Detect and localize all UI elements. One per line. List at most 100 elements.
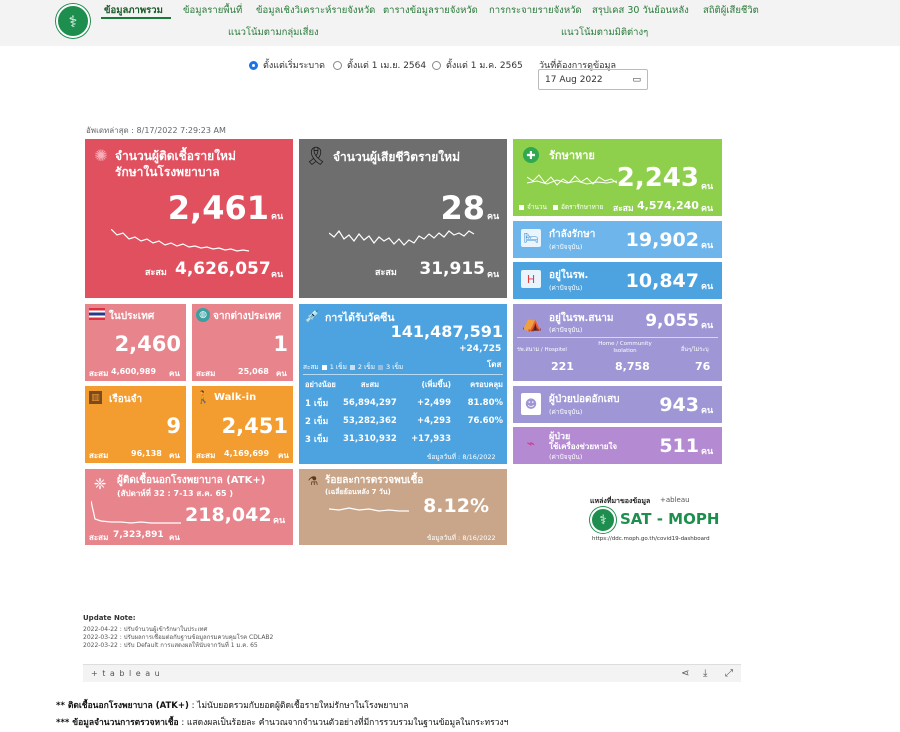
in-hospital-sub: (ค่าปัจจุบัน) — [549, 284, 583, 292]
radio-label: ตั้งแต่ 1 เม.ย. 2564 — [347, 61, 427, 71]
footer-note-atk: ** ติดเชื้อนอกโรงพยาบาล (ATK+) : ไม่นับย… — [56, 698, 409, 712]
source-url[interactable]: https://ddc.moph.go.th/covid19-dashboard — [592, 536, 710, 542]
prison-acc-label: สะสม — [89, 451, 109, 460]
tab-risk-trend[interactable]: แนวโน้มตามกลุ่มเสี่ยง — [228, 27, 319, 38]
field-hospital-unit: คน — [701, 321, 714, 331]
tab-30days[interactable]: สรุปเคส 30 วันย้อนหลัง — [592, 5, 689, 16]
date-input[interactable]: 17 Aug 2022 ▭ — [538, 69, 648, 90]
radio-since-apr64[interactable]: ตั้งแต่ 1 เม.ย. 2564 — [333, 58, 426, 72]
legend-dose1: 1 เข็ม — [329, 363, 347, 371]
walkin-title: Walk-in — [214, 392, 257, 403]
vaccine-as-of: ข้อมูลวันที่ : 8/16/2022 — [427, 453, 496, 461]
atk-week: (สัปดาห์ที่ 32 : 7-13 ส.ค. 65 ) — [117, 489, 234, 498]
dose-coverage: 81.80% — [467, 398, 503, 408]
tile-abroad[interactable]: ◍ จากต่างประเทศ 1 สะสม 25,068 คน — [192, 304, 293, 381]
col-header: สะสม — [360, 380, 380, 389]
ribbon-icon: 🎗 — [304, 145, 328, 167]
syringe-icon: 💉 — [304, 308, 322, 324]
atk-acc-unit: คน — [169, 533, 180, 542]
tab-deaths[interactable]: สถิติผู้เสียชีวิต — [703, 5, 759, 16]
tableau-toolbar: + t a b l e a u ⋖ ⤓ ⤢ — [83, 664, 741, 682]
lab-icon: ⚗ — [307, 474, 319, 488]
domestic-value: 2,460 — [114, 332, 181, 356]
vaccine-delta: +24,725 — [459, 344, 502, 354]
field-col1-label: รพ.สนาม / Hospitel — [517, 347, 567, 353]
pneumonia-sub: (ค่าปัจจุบัน) — [549, 408, 583, 416]
new-cases-subtitle: รักษาในโรงพยาบาล — [115, 165, 220, 179]
dose-delta: +17,933 — [411, 434, 451, 444]
vaccine-total: 141,487,591 — [390, 322, 503, 341]
tile-walkin[interactable]: 🚶 Walk-in 2,451 สะสม 4,169,699 คน — [192, 386, 293, 463]
ventilator-sub: (ค่าปัจจุบัน) — [549, 453, 583, 461]
tile-field-hospital[interactable]: ⛺ อยู่ในรพ.สนาม (ค่าปัจจุบัน) 9,055 คน ร… — [513, 304, 722, 381]
tab-province-analysis[interactable]: ข้อมูลเชิงวิเคราะห์รายจังหวัด — [256, 5, 376, 16]
field-hospital-divider — [517, 337, 718, 338]
tab-dimension-trend[interactable]: แนวโน้มตามมิติต่างๆ — [561, 27, 649, 38]
tile-positivity[interactable]: ⚗ ร้อยละการตรวจพบเชื้อ (เฉลี่ยย้อนหลัง 7… — [299, 469, 507, 545]
new-cases-value: 2,461 — [167, 189, 269, 227]
new-deaths-unit: คน — [487, 212, 500, 222]
fullscreen-icon[interactable]: ⤢ — [725, 668, 733, 679]
recovered-unit: คน — [701, 182, 714, 192]
atk-sparkline — [91, 500, 181, 524]
tile-ventilator[interactable]: ⌁ ผู้ป่วย ใช้เครื่องช่วยหายใจ (ค่าปัจจุบ… — [513, 427, 722, 464]
tab-province-table[interactable]: ตารางข้อมูลรายจังหวัด — [383, 5, 478, 16]
tab-overview[interactable]: ข้อมูลภาพรวม — [104, 5, 163, 16]
thai-flag-icon — [89, 308, 105, 320]
recovered-acc-unit: คน — [701, 204, 714, 214]
tile-treating[interactable]: 🛏 กำลังรักษา (ค่าปัจจุบัน) 19,902 คน — [513, 221, 722, 258]
prison-acc: 96,138 — [131, 449, 162, 458]
legend-count: จำนวน — [527, 203, 547, 211]
download-icon[interactable]: ⤓ — [703, 668, 708, 679]
tile-prison[interactable]: ▥ เรือนจำ 9 สะสม 96,138 คน — [85, 386, 186, 463]
new-deaths-acc-label: สะสม — [375, 268, 397, 278]
calendar-icon[interactable]: ▭ — [632, 74, 641, 85]
date-value: 17 Aug 2022 — [545, 74, 603, 85]
legend-rate: อัตรารักษาหาย — [561, 203, 604, 211]
walkin-acc-unit: คน — [278, 451, 289, 460]
tile-domestic[interactable]: ในประเทศ 2,460 สะสม 4,600,989 คน — [85, 304, 186, 381]
vaccine-table: อย่างน้อย สะสม (เพิ่มขึ้น) ครอบคลุม 1 เข… — [305, 376, 503, 448]
tile-pneumonia[interactable]: ☻ ผู้ป่วยปอดอักเสบ (ค่าปัจจุบัน) 943 คน — [513, 386, 722, 423]
tab-area[interactable]: ข้อมูลรายพื้นที่ — [183, 5, 243, 16]
pneumonia-value: 943 — [659, 394, 699, 416]
tab-distribution[interactable]: การกระจายรายจังหวัด — [489, 5, 582, 16]
tile-atk[interactable]: ❈ ผู้ติดเชื้อนอกโรงพยาบาล (ATK+) (สัปดาห… — [85, 469, 293, 545]
share-icon[interactable]: ⋖ — [681, 668, 690, 679]
radio-since-jan65[interactable]: ตั้งแต่ 1 ม.ค. 2565 — [432, 58, 523, 72]
footer-note-bold: *** ข้อมูลจำนวนการตรวจหาเชื้อ — [56, 718, 179, 728]
radio-dot — [249, 60, 258, 70]
new-cases-sparkline — [111, 229, 250, 252]
atk-unit: คน — [273, 516, 286, 526]
footer-note-bold: ** ติดเชื้อนอกโรงพยาบาล (ATK+) — [56, 701, 189, 711]
ventilator-value: 511 — [659, 435, 699, 457]
col-header: อย่างน้อย — [305, 380, 336, 389]
update-note-line: 2022-03-22 : ปรับผลการเชื่อมต่อกับฐานข้อ… — [83, 634, 274, 641]
tile-new-deaths[interactable]: 🎗 จำนวนผู้เสียชีวิตรายใหม่ 28 คน สะสม 31… — [299, 139, 507, 298]
tent-icon: ⛺ — [522, 312, 542, 332]
radio-since-start[interactable]: ตั้งแต่เริ่มระบาด — [249, 58, 325, 72]
radio-dot — [333, 60, 342, 70]
update-note-heading: Update Note: — [83, 614, 136, 622]
tableau-logo[interactable]: + t a b l e a u — [91, 669, 161, 678]
tile-new-cases[interactable]: ✺ จำนวนผู้ติดเชื้อรายใหม่ รักษาในโรงพยาบ… — [85, 139, 293, 298]
field-hospital-title: อยู่ในรพ.สนาม — [549, 313, 614, 324]
tile-in-hospital[interactable]: H อยู่ในรพ. (ค่าปัจจุบัน) 10,847 คน — [513, 262, 722, 299]
dose-acc: 53,282,362 — [343, 416, 397, 426]
tile-vaccine[interactable]: 💉 การได้รับวัคซีน 141,487,591 +24,725 โด… — [299, 304, 507, 464]
vaccine-title: การได้รับวัคซีน — [325, 312, 395, 324]
pneumonia-title: ผู้ป่วยปอดอักเสบ — [549, 394, 620, 405]
prison-value: 9 — [166, 414, 181, 438]
recovered-legend: จำนวน อัตรารักษาหาย — [519, 202, 603, 212]
new-cases-unit: คน — [271, 212, 284, 222]
ventilator-title2: ใช้เครื่องช่วยหายใจ — [549, 442, 618, 451]
tile-recovered[interactable]: ✚ รักษาหาย 2,243 คน จำนวน อัตรารักษาหาย ส… — [513, 139, 722, 216]
abroad-title: จากต่างประเทศ — [213, 311, 281, 322]
source-brand: SAT - MOPH — [620, 510, 720, 528]
domestic-acc-label: สะสม — [89, 369, 109, 378]
legend-dose2: 2 เข็ม — [357, 363, 376, 371]
dose-label: 3 เข็ม — [305, 435, 329, 445]
recovered-title: รักษาหาย — [549, 149, 595, 162]
legend-swatch — [553, 204, 558, 210]
new-cases-acc-unit: คน — [271, 270, 284, 280]
